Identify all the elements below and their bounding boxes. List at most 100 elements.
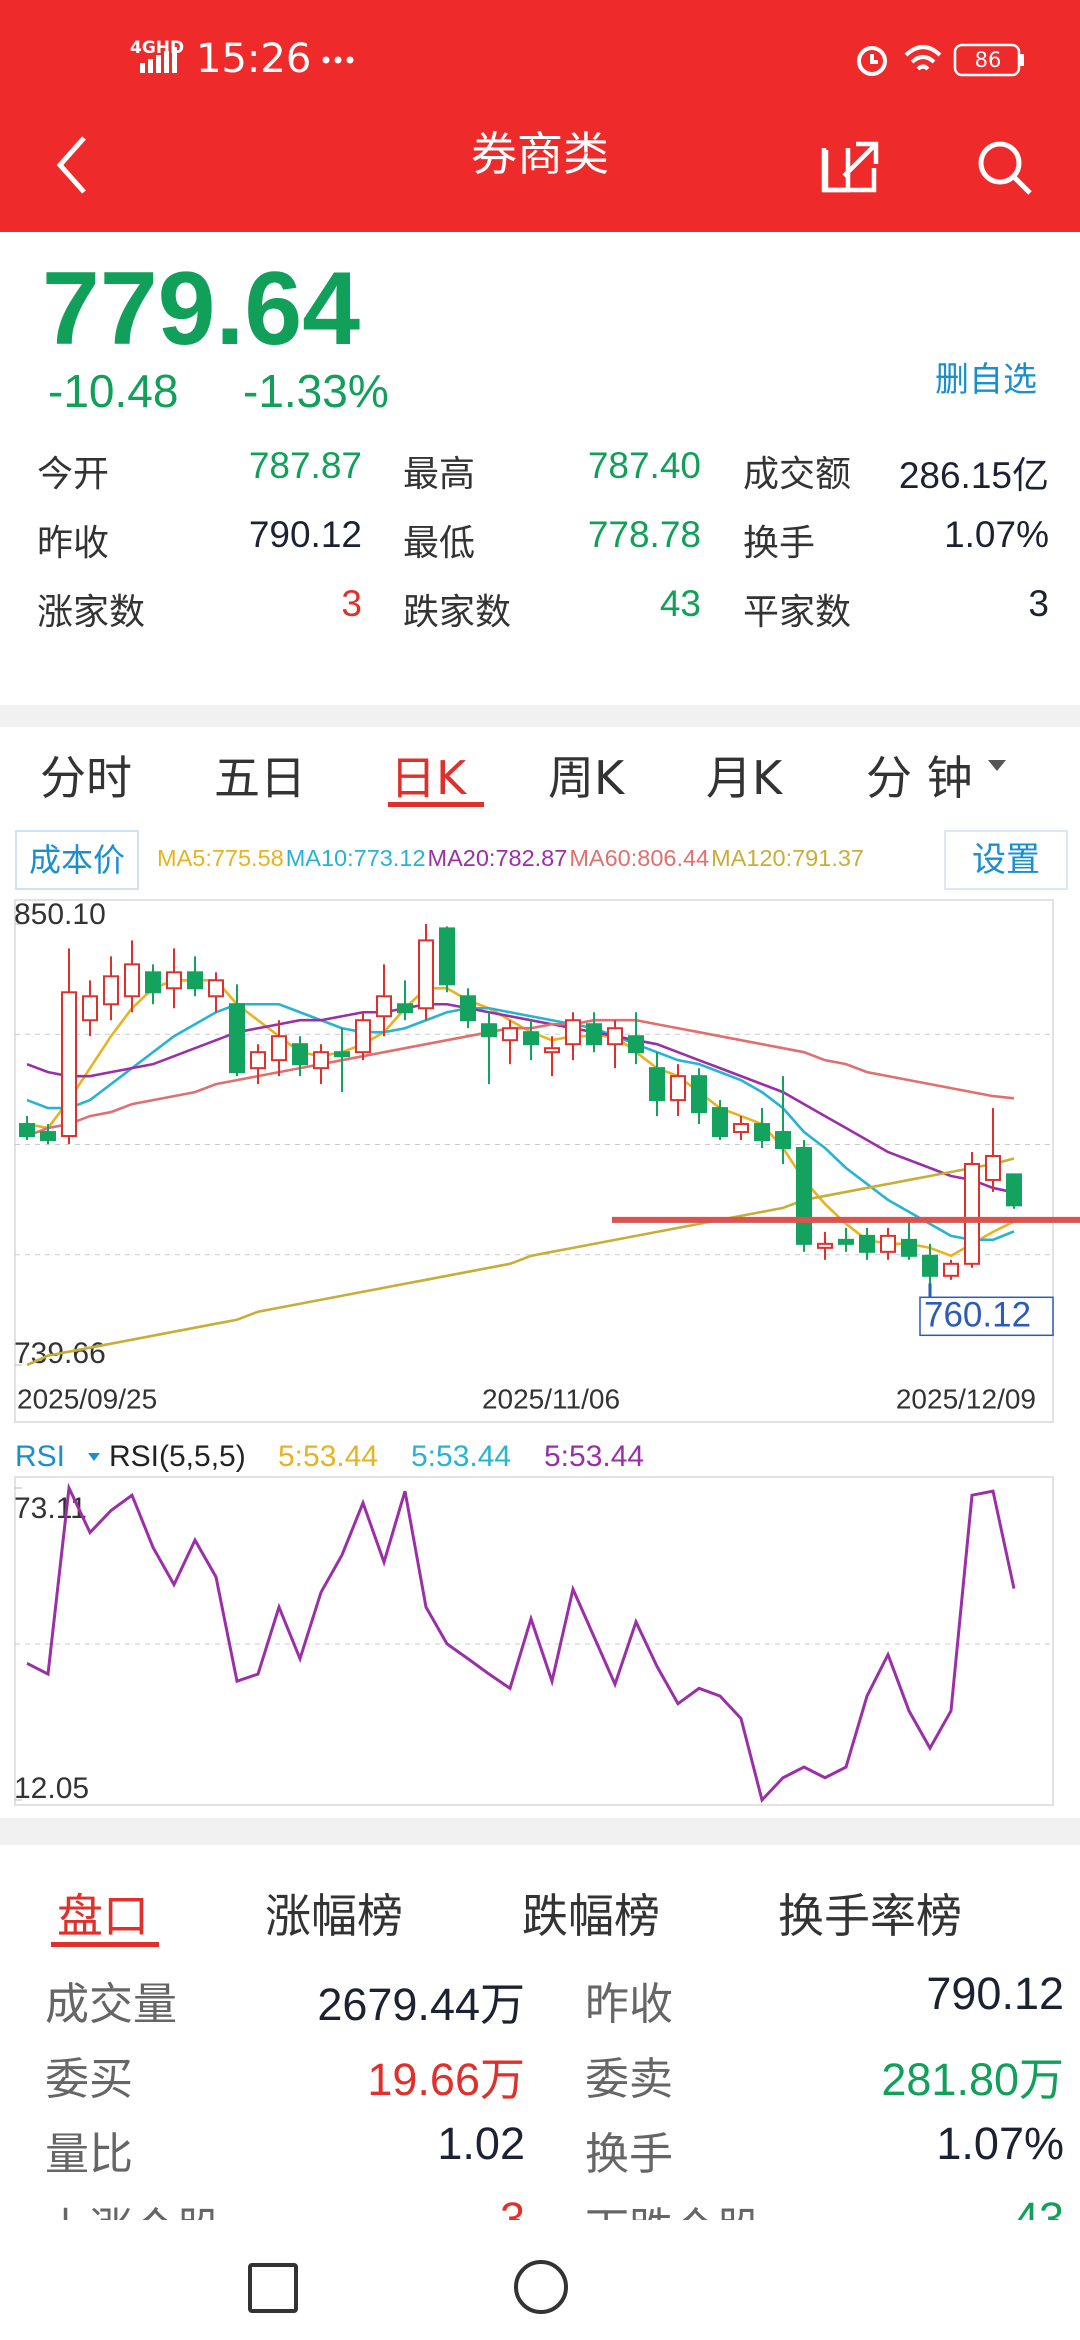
indicator-dropdown — [88, 1453, 100, 1461]
candle-body — [670, 1075, 686, 1102]
legend-entry: MA5:775.58 — [157, 845, 284, 871]
stat-label: 成交额 — [743, 454, 852, 495]
period-tab[interactable]: 日K — [390, 751, 467, 805]
nav-recents[interactable] — [248, 2263, 298, 2313]
panel-tab[interactable]: 盘口 — [57, 1889, 149, 1943]
stat-label: 最高 — [403, 454, 476, 495]
nav-home[interactable] — [514, 2260, 568, 2314]
period-tab[interactable]: 五日 — [214, 751, 306, 805]
candle-body — [712, 1107, 728, 1138]
y-tick-label: 12.05 — [14, 1772, 89, 1805]
legend-entry: MA20:782.87 — [427, 845, 568, 871]
indicator-line — [26, 1157, 1015, 1367]
network-type: 4GHD — [130, 38, 185, 58]
stat-label: 平家数 — [743, 592, 852, 633]
candle-body — [733, 1123, 749, 1134]
x-tick-label: 2025/11/06 — [482, 1383, 620, 1414]
period-tab[interactable]: 分时 — [40, 751, 132, 805]
candle-body — [964, 1162, 980, 1265]
candle-body — [82, 995, 98, 1022]
detail-label: 委买 — [45, 2054, 133, 2105]
stat-label: 今开 — [37, 454, 110, 495]
candle-body — [922, 1254, 938, 1277]
candle-body — [754, 1123, 770, 1142]
settings-button[interactable]: 设置 — [944, 830, 1068, 890]
search-button[interactable] — [978, 141, 1032, 195]
period-tab[interactable]: 月K — [706, 751, 783, 805]
candle-body — [1006, 1173, 1022, 1207]
candle-body — [796, 1147, 812, 1245]
chart-frame — [14, 899, 1054, 1423]
stat-value: 43 — [659, 583, 701, 624]
y-tick-label: 73.11 — [14, 1492, 87, 1525]
candle-body — [838, 1238, 854, 1245]
signal-icon — [140, 47, 177, 73]
candle-body — [502, 1027, 518, 1042]
candle-body — [607, 1027, 623, 1046]
period-tab[interactable]: 周K — [548, 751, 625, 805]
y-tick-label: 850.10 — [14, 898, 106, 931]
indicator-line — [26, 979, 1015, 1258]
detail-value: 3 — [499, 2193, 525, 2220]
low-marker-box — [919, 1296, 1054, 1337]
candle-body — [775, 1131, 791, 1150]
period-tab[interactable]: 分 钟 — [866, 751, 973, 805]
candle-body — [649, 1067, 665, 1102]
period-dropdown-arrow — [988, 760, 1006, 771]
indicator-line — [26, 1018, 1015, 1138]
candle-body — [397, 1003, 413, 1014]
stat-label: 跌家数 — [403, 592, 512, 633]
share-button[interactable] — [821, 141, 879, 193]
indicator-value: 5:53.44 — [278, 1440, 378, 1473]
panel-tab[interactable]: 跌幅榜 — [522, 1889, 660, 1943]
more-dots — [322, 56, 354, 64]
cost-button[interactable]: 成本价 — [15, 830, 139, 890]
stat-value: 787.40 — [587, 445, 701, 486]
candle-body — [229, 1003, 245, 1074]
period-tab-underline — [388, 802, 484, 807]
detail-label: 昨收 — [585, 1979, 673, 2030]
detail-label: 委卖 — [585, 2054, 673, 2105]
x-tick-label: 2025/12/09 — [896, 1383, 1036, 1414]
alarm-icon — [857, 46, 887, 76]
indicator-line — [26, 1482, 1016, 1804]
detail-value: 2679.44万 — [317, 1979, 525, 2030]
candle-body — [985, 1155, 1001, 1181]
page-title: 券商类 — [471, 127, 609, 181]
stat-value: 3 — [1028, 583, 1049, 624]
stat-value: 3 — [341, 583, 362, 624]
detail-value: 281.80万 — [881, 2054, 1064, 2105]
detail-value: 1.02 — [437, 2118, 525, 2169]
candle-body — [271, 1035, 287, 1062]
section-divider — [0, 705, 1080, 727]
wifi-icon — [904, 45, 942, 71]
back-button[interactable] — [56, 136, 86, 194]
candle-body — [40, 1131, 56, 1142]
candle-body — [103, 975, 119, 1006]
panel-tab[interactable]: 换手率榜 — [778, 1889, 962, 1943]
candle-body — [565, 1019, 581, 1046]
candle-body — [334, 1051, 350, 1058]
candle-body — [481, 1023, 497, 1038]
header-icons — [56, 43, 1032, 195]
candle-body — [523, 1031, 539, 1046]
watch-label[interactable]: 删自选 — [935, 360, 1037, 400]
detail-label: 成交量 — [45, 1979, 177, 2030]
low-marker-label: 760.12 — [924, 1296, 1031, 1335]
panel-tab[interactable]: 涨幅榜 — [265, 1889, 403, 1943]
price-change-pct: -1.33% — [243, 365, 389, 417]
last-price: 779.64 — [42, 251, 361, 367]
panel-tab-underline — [51, 1942, 159, 1947]
stat-value: 787.87 — [248, 445, 362, 486]
candle-body — [544, 1047, 560, 1054]
indicator-line — [26, 1002, 1015, 1242]
candle-body — [628, 1035, 644, 1054]
chart-frame — [14, 1476, 1054, 1806]
detail-label: 换手 — [585, 2129, 673, 2180]
candle-body — [355, 1019, 371, 1054]
quote-detail-list: 成交量 2679.44万 昨收 790.12 委买 19.66万 委卖 281.80万 量比 1.… — [0, 1960, 1080, 2220]
detail-label: 量比 — [45, 2129, 133, 2180]
candle-body — [166, 971, 182, 990]
candle-body — [901, 1238, 917, 1257]
